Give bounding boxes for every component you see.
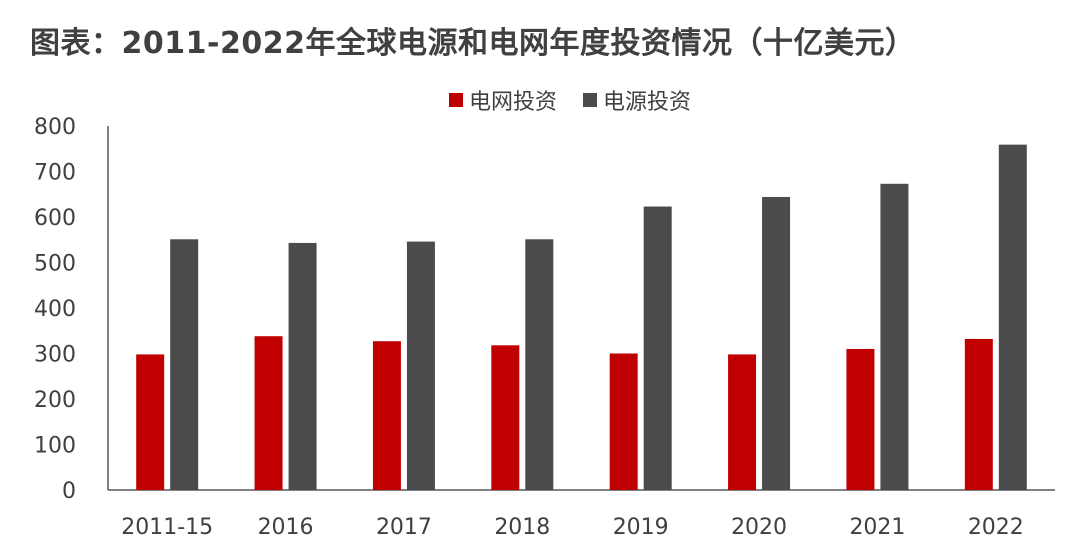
x-tick-label: 2018 [494,515,550,540]
bar-power-investment [406,241,435,490]
y-tick-label: 500 [34,252,76,277]
y-tick-label: 400 [34,297,76,322]
y-tick-label: 200 [34,388,76,413]
x-tick-label: 2011-15 [121,515,213,540]
legend-label-grid: 电网投资 [468,90,557,115]
bar-grid-investment [254,336,283,490]
bar-power-investment [998,144,1027,490]
legend-item-grid: 电网投资 [448,84,557,116]
bar-grid-investment [136,354,165,490]
legend-swatch-grid [448,93,463,107]
y-tick-label: 600 [34,206,76,231]
bar-grid-investment [609,353,638,490]
bar-power-investment [762,196,791,491]
bar-power-investment [288,242,317,490]
y-tick-label: 800 [34,115,76,140]
bar-grid-investment [728,354,757,490]
y-tick-label: 100 [34,434,76,459]
chart-legend: 电网投资 电源投资 [0,84,1080,116]
x-tick-label: 2020 [731,515,787,540]
x-tick-label: 2017 [376,515,432,540]
bar-grid-investment [964,338,993,490]
bar-power-investment [880,183,909,490]
bar-grid-investment [846,348,875,490]
x-tick-label: 2016 [258,515,314,540]
x-tick-label: 2022 [968,515,1024,540]
chart-title: 图表：2011-2022年全球电源和电网年度投资情况（十亿美元） [30,26,916,61]
bar-grid-investment [491,345,520,490]
legend-item-power: 电源投资 [583,84,691,116]
legend-swatch-power [583,93,597,107]
bar-grid-investment [372,341,401,490]
y-tick-label: 300 [34,343,76,368]
y-tick-label: 0 [62,479,76,504]
x-tick-label: 2019 [613,515,669,540]
x-tick-label: 2021 [849,515,905,540]
legend-label-power: 电源投资 [603,90,692,115]
y-tick-label: 700 [34,161,76,186]
bar-power-investment [643,206,672,490]
bar-power-investment [170,239,199,490]
bar-power-investment [525,239,554,490]
